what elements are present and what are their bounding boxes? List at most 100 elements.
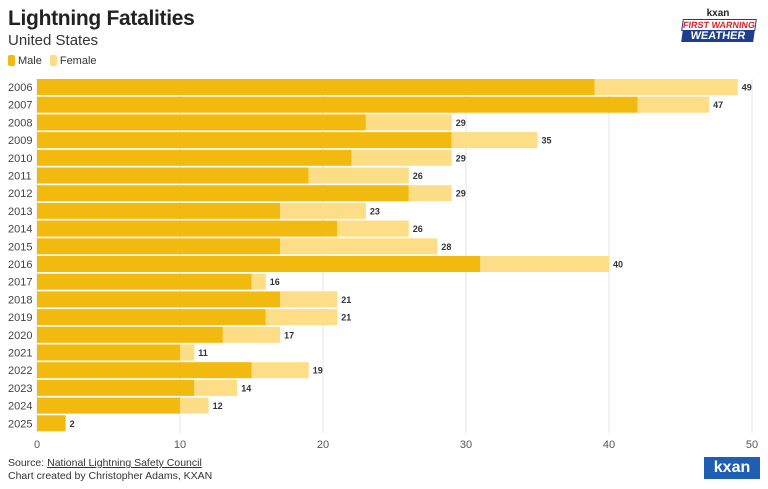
y-tick-label: 2024 [8, 401, 32, 413]
legend: Male Female [8, 55, 97, 67]
data-label-total: 21 [341, 295, 351, 305]
y-tick-label: 2018 [8, 294, 32, 306]
bar-male [37, 167, 309, 184]
y-tick-label: 2022 [8, 365, 32, 377]
bar-male [37, 202, 281, 219]
bar-female [280, 202, 366, 219]
credit-line: Chart created by Christopher Adams, KXAN [8, 470, 213, 482]
x-tick-label: 20 [317, 439, 329, 451]
y-tick-label: 2009 [8, 135, 32, 147]
y-tick-label: 2010 [8, 153, 32, 165]
y-tick-label: 2007 [8, 100, 32, 112]
data-label-total: 26 [413, 224, 423, 234]
bar-male [37, 291, 281, 308]
bar-female [265, 309, 338, 326]
bar-female [180, 397, 209, 414]
bar-male [37, 344, 180, 361]
legend-swatch-male [8, 55, 15, 66]
bar-female [280, 291, 338, 308]
legend-label-male: Male [18, 55, 42, 67]
x-tick-label: 0 [34, 439, 40, 451]
data-label-total: 12 [213, 401, 223, 411]
bar-male [37, 415, 66, 432]
data-label-total: 40 [613, 260, 623, 270]
chart-subtitle: United States [8, 32, 99, 49]
y-tick-label: 2008 [8, 117, 32, 129]
bar-male [37, 309, 266, 326]
bar-male [37, 185, 409, 202]
data-label-total: 17 [284, 330, 294, 340]
source-link[interactable]: National Lightning Safety Council [47, 457, 202, 469]
bar-male [37, 379, 195, 396]
y-tick-label: 2014 [8, 224, 32, 236]
y-tick-label: 2011 [8, 171, 32, 183]
data-label-total: 49 [742, 83, 752, 93]
bar-female [222, 326, 281, 343]
x-tick-label: 40 [603, 439, 615, 451]
bar-male [37, 362, 252, 379]
bar-male [37, 238, 281, 255]
footer: Source: National Lightning Safety Counci… [8, 457, 212, 483]
bar-female [351, 149, 452, 166]
y-tick-label: 2013 [8, 206, 32, 218]
x-tick-label: 50 [746, 439, 758, 451]
bar-female [365, 114, 452, 131]
y-tick-label: 2021 [8, 348, 32, 360]
kxan-logo: kxan [704, 457, 760, 479]
source-line: Source: National Lightning Safety Counci… [8, 457, 212, 470]
data-label-total: 29 [456, 189, 466, 199]
bar-male [37, 96, 638, 113]
data-label-total: 26 [413, 171, 423, 181]
chart-title: Lightning Fatalities [8, 7, 195, 30]
kxan-first-warning-weather-logo: kxan FIRST WARNING WEATHER [681, 8, 757, 42]
legend-label-female: Female [59, 55, 97, 67]
bar-male [37, 220, 338, 237]
legend-item-female: Female [49, 55, 97, 67]
legend-swatch-female [49, 55, 57, 66]
bar-male [37, 132, 452, 149]
data-label-total: 23 [370, 206, 380, 216]
bar-male [37, 397, 180, 414]
y-tick-label: 2016 [8, 259, 32, 271]
x-tick-label: 10 [174, 439, 186, 451]
bar-male [37, 256, 481, 272]
data-label-total: 2 [70, 419, 75, 429]
bar-female [637, 96, 710, 113]
data-label-total: 28 [441, 242, 451, 252]
y-tick-label: 2019 [8, 312, 32, 324]
y-tick-label: 2025 [8, 418, 32, 430]
bar-female [451, 132, 538, 149]
x-tick-label: 30 [460, 439, 472, 451]
y-tick-label: 2006 [8, 82, 32, 94]
data-label-total: 35 [542, 136, 552, 146]
y-tick-label: 2017 [8, 277, 32, 289]
bar-male [37, 149, 352, 166]
bar-female [251, 273, 266, 290]
bar-male [37, 326, 223, 343]
source-prefix: Source: [8, 457, 48, 469]
data-label-total: 21 [341, 313, 351, 323]
bar-female [594, 79, 738, 95]
y-tick-label: 2012 [8, 188, 32, 200]
y-tick-label: 2020 [8, 330, 32, 342]
bar-female [337, 220, 409, 237]
bar-male [37, 79, 595, 95]
bar-female [280, 238, 438, 255]
y-tick-label: 2015 [8, 241, 32, 253]
bar-female [251, 362, 309, 379]
bar-female [194, 379, 238, 396]
bar-male [37, 114, 366, 131]
y-tick-label: 2023 [8, 383, 32, 395]
data-label-total: 14 [241, 383, 251, 393]
data-label-total: 16 [270, 277, 280, 287]
legend-item-male: Male [8, 55, 42, 67]
data-label-total: 29 [456, 153, 466, 163]
data-label-total: 19 [313, 366, 323, 376]
bar-female [480, 256, 609, 272]
bar-male [37, 273, 252, 290]
data-label-total: 47 [713, 100, 723, 110]
bar-female [408, 185, 452, 202]
bar-female [308, 167, 409, 184]
